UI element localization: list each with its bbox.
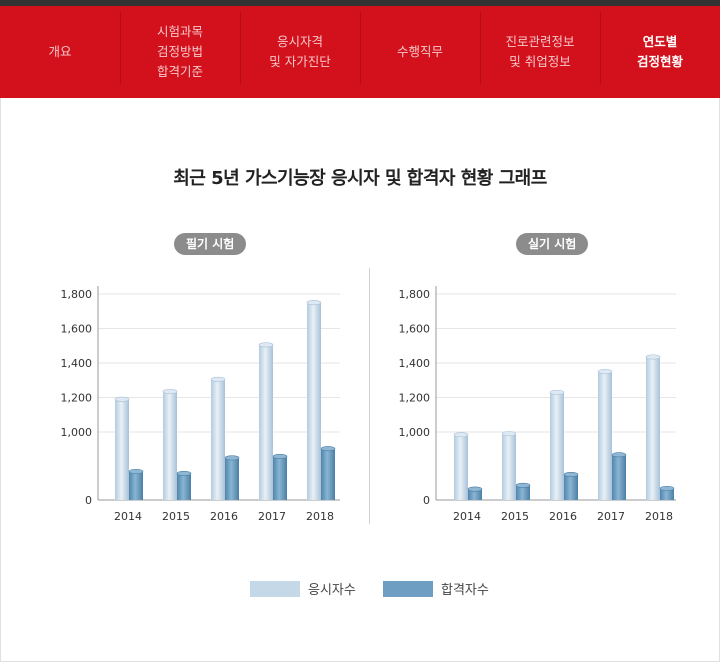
bar-passers bbox=[516, 485, 530, 500]
x-tick-label: 2017 bbox=[258, 510, 286, 523]
tab-eligibility[interactable]: 응시자격 및 자가진단 bbox=[240, 6, 360, 98]
bar-passers bbox=[273, 456, 287, 500]
y-tick-label: 1,200 bbox=[399, 392, 431, 405]
bar-applicants bbox=[163, 391, 177, 500]
tab-label: 진로관련정보 및 취업정보 bbox=[505, 34, 575, 69]
written-exam-badge: 필기 시험 bbox=[174, 233, 247, 255]
bar-passers bbox=[129, 471, 143, 500]
bar-cap-passers bbox=[272, 453, 288, 459]
y-tick-label: 1,800 bbox=[399, 288, 431, 301]
bar-cap-passers bbox=[176, 470, 192, 476]
chart-divider bbox=[369, 268, 370, 524]
x-tick-label: 2017 bbox=[597, 510, 625, 523]
tab-label: 수행직무 bbox=[396, 44, 443, 59]
top-strip bbox=[0, 0, 720, 6]
tab-yearly-stats[interactable]: 연도별 검정현황 bbox=[600, 6, 720, 98]
bar-cap-applicants bbox=[453, 432, 469, 438]
bar-cap-applicants bbox=[258, 342, 274, 348]
y-tick-label: 1,600 bbox=[399, 323, 431, 336]
bar-cap-applicants bbox=[597, 369, 613, 375]
practical-exam-badge: 실기 시험 bbox=[516, 233, 589, 255]
bar-passers bbox=[612, 454, 626, 500]
bar-cap-passers bbox=[128, 468, 144, 474]
bar-passers bbox=[564, 474, 578, 500]
y-tick-label: 0 bbox=[423, 494, 430, 507]
x-tick-label: 2014 bbox=[114, 510, 142, 523]
y-tick-label: 1,800 bbox=[61, 288, 93, 301]
bar-applicants bbox=[115, 399, 129, 500]
legend-swatch-applicants bbox=[250, 580, 300, 597]
tab-label: 연도별 검정현황 bbox=[636, 34, 683, 69]
y-tick-label: 1,400 bbox=[61, 357, 93, 370]
tab-label: 응시자격 및 자가진단 bbox=[269, 34, 331, 69]
x-tick-label: 2018 bbox=[306, 510, 334, 523]
x-tick-label: 2015 bbox=[162, 510, 190, 523]
bar-cap-passers bbox=[659, 485, 675, 491]
y-tick-label: 1,200 bbox=[61, 392, 93, 405]
bar-cap-passers bbox=[320, 446, 336, 452]
page-title: 최근 5년 가스기능장 응시자 및 합격자 현황 그래프 bbox=[173, 168, 547, 189]
bar-passers bbox=[321, 448, 335, 500]
x-tick-label: 2018 bbox=[645, 510, 673, 523]
y-tick-label: 1,000 bbox=[61, 426, 93, 439]
bar-passers bbox=[468, 489, 482, 500]
legend-item-passers: 합격자수 bbox=[383, 579, 489, 598]
bar-cap-passers bbox=[515, 482, 531, 488]
bar-applicants bbox=[454, 434, 468, 500]
bar-cap-applicants bbox=[549, 389, 565, 395]
x-tick-label: 2016 bbox=[210, 510, 238, 523]
tab-overview[interactable]: 개요 bbox=[0, 6, 120, 98]
legend-swatch-passers bbox=[383, 580, 433, 597]
bar-applicants bbox=[307, 302, 321, 500]
y-tick-label: 1,600 bbox=[61, 323, 93, 336]
bar-cap-applicants bbox=[645, 354, 661, 360]
tab-label: 개요 bbox=[48, 44, 72, 59]
legend-label-applicants: 응시자수 bbox=[308, 583, 356, 598]
bar-cap-applicants bbox=[306, 300, 322, 306]
bar-applicants bbox=[598, 371, 612, 500]
x-tick-label: 2014 bbox=[453, 510, 481, 523]
x-tick-label: 2016 bbox=[549, 510, 577, 523]
bar-applicants bbox=[550, 392, 564, 500]
bar-applicants bbox=[502, 433, 516, 500]
legend-label-passers: 합격자수 bbox=[441, 583, 489, 598]
tab-label: 시험과목 검정방법 합격기준 bbox=[156, 24, 203, 79]
bar-cap-passers bbox=[611, 452, 627, 458]
bar-passers bbox=[660, 488, 674, 500]
tab-career-info[interactable]: 진로관련정보 및 취업정보 bbox=[480, 6, 600, 98]
y-tick-label: 1,000 bbox=[399, 426, 431, 439]
bar-applicants bbox=[646, 356, 660, 500]
bar-passers bbox=[177, 473, 191, 500]
legend: 응시자수 합격자수 bbox=[0, 579, 720, 601]
tab-nav: 개요 시험과목 검정방법 합격기준 응시자격 및 자가진단 수행직무 진로관련정… bbox=[0, 6, 720, 98]
tab-duties[interactable]: 수행직무 bbox=[360, 6, 480, 98]
bar-cap-passers bbox=[563, 471, 579, 477]
x-tick-label: 2015 bbox=[501, 510, 529, 523]
bar-cap-applicants bbox=[501, 431, 517, 437]
y-tick-label: 0 bbox=[85, 494, 92, 507]
bar-cap-passers bbox=[467, 486, 483, 492]
y-tick-label: 1,400 bbox=[399, 357, 431, 370]
legend-item-applicants: 응시자수 bbox=[250, 579, 356, 598]
bar-cap-applicants bbox=[210, 376, 226, 382]
bar-applicants bbox=[259, 344, 273, 500]
bar-cap-applicants bbox=[114, 396, 130, 402]
tab-exam-subjects[interactable]: 시험과목 검정방법 합격기준 bbox=[120, 6, 240, 98]
bar-passers bbox=[225, 457, 239, 500]
bar-applicants bbox=[211, 379, 225, 500]
bar-cap-applicants bbox=[162, 388, 178, 394]
bar-cap-passers bbox=[224, 455, 240, 461]
